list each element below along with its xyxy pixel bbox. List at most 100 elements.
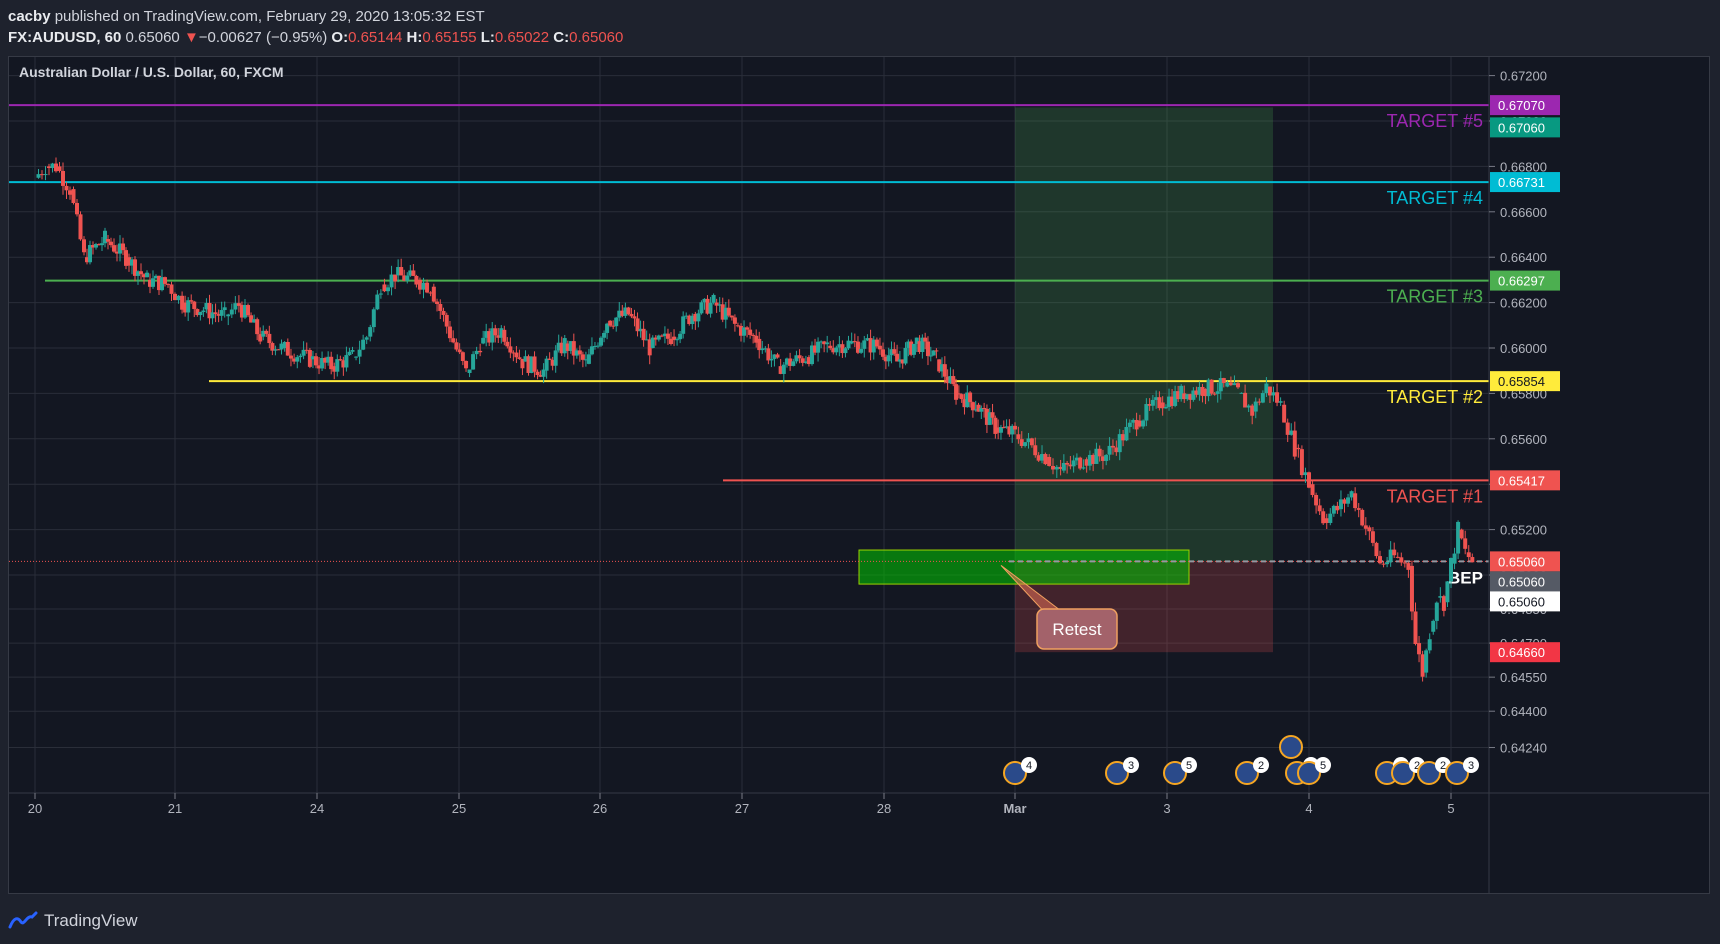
publisher-name[interactable]: cacby: [8, 8, 51, 25]
candle-body: [1117, 434, 1122, 453]
candle-body: [261, 330, 266, 337]
profit-zone: [1015, 107, 1273, 562]
time-tick-label: 3: [1163, 801, 1170, 816]
candle-body: [859, 348, 864, 353]
candle-body: [402, 275, 407, 281]
candle-body: [490, 328, 495, 343]
candle-body: [911, 343, 916, 355]
current-price-tag-bg: [1490, 551, 1560, 572]
candle-body: [1260, 393, 1265, 403]
candle-body: [653, 337, 658, 340]
candle-body: [1253, 401, 1258, 412]
entry-price-tag-bg: [1490, 571, 1560, 592]
candle-body: [103, 230, 107, 244]
retest-zone: [858, 549, 1190, 585]
candle-body: [1040, 454, 1045, 461]
flag-icon: [1163, 761, 1187, 785]
candle-body: [917, 341, 922, 353]
price-tick-label: 0.65600: [1500, 432, 1547, 447]
candle-body: [464, 360, 469, 369]
candle-body: [825, 342, 830, 345]
candle-body: [1010, 425, 1015, 435]
candle-body: [696, 313, 701, 322]
candle-body: [192, 301, 197, 310]
candle-body: [1285, 422, 1290, 435]
level-price-tag-bg: [1490, 371, 1560, 392]
candle-body: [541, 369, 546, 377]
flag-icon: [1003, 761, 1027, 785]
candle-body: [550, 359, 555, 366]
candle-body: [1225, 382, 1230, 387]
time-axis[interactable]: 20 21 24 25 26 27 28 Mar 3 4 5: [28, 793, 1455, 816]
candle-body: [517, 357, 522, 359]
candle-body: [85, 257, 89, 263]
candle-body: [1250, 405, 1255, 416]
candle-body: [1047, 456, 1052, 466]
tradingview-logo-icon[interactable]: [8, 911, 38, 931]
candle-body: [405, 275, 410, 281]
candle-body: [748, 329, 753, 335]
candle-body: [577, 350, 582, 355]
candle-body: [840, 344, 845, 354]
candle-body: [945, 376, 950, 384]
candle-body: [1191, 390, 1196, 400]
candle-body: [775, 354, 780, 358]
candle-body: [684, 315, 689, 317]
candle-body: [1257, 401, 1262, 403]
open-value: 0.65144: [348, 29, 403, 46]
candle-body: [169, 284, 174, 294]
candle-body: [556, 342, 561, 351]
level-label: TARGET #3: [1387, 287, 1483, 307]
candle-body: [295, 357, 300, 362]
candle-body: [623, 307, 628, 316]
candle-body: [1121, 434, 1126, 441]
candle-body: [672, 336, 677, 341]
candle-body: [1378, 556, 1382, 564]
candle-body: [1271, 392, 1276, 396]
candle-body: [368, 327, 373, 337]
candle-body: [1094, 448, 1099, 464]
candle-body: [474, 350, 479, 355]
candle-body: [1466, 552, 1471, 558]
candle-body: [421, 282, 426, 290]
candle-body: [106, 239, 110, 242]
last-price: 0.65060: [125, 29, 180, 46]
candle-body: [1154, 397, 1159, 400]
event-badges: 4352855223: [1003, 735, 1479, 785]
candle-body: [940, 364, 945, 372]
badge-count-bg: [1123, 757, 1139, 773]
candle-body: [288, 355, 293, 359]
price-chart[interactable]: TARGET #5 TARGET #4 TARGET #3 TARGET #2 TARG…: [9, 57, 1709, 893]
tradingview-brand[interactable]: TradingView: [44, 911, 138, 930]
candle-body: [323, 357, 328, 363]
candle-body: [837, 344, 842, 348]
candle-body: [1071, 460, 1076, 467]
candle-body: [428, 292, 433, 294]
level-price-tag: 0.67070: [1498, 98, 1545, 113]
candle-body: [478, 350, 483, 353]
candle-body: [252, 319, 257, 323]
candle-body: [959, 394, 964, 400]
candle-body: [1033, 445, 1038, 456]
candle-body: [923, 337, 928, 342]
candle-body: [94, 244, 98, 248]
candle-body: [301, 349, 306, 356]
level-price-tag: 0.66297: [1498, 274, 1545, 289]
candle-body: [1449, 557, 1453, 582]
level-price-tag: 0.65417: [1498, 473, 1545, 488]
candle-body: [1228, 382, 1233, 386]
candle-body: [222, 307, 227, 311]
candle-body: [180, 295, 185, 310]
candle-body: [580, 354, 585, 360]
candle-body: [151, 278, 155, 287]
candle-body: [1459, 529, 1464, 539]
change-arrow-icon: ▼: [183, 29, 199, 46]
candle-body: [617, 310, 622, 318]
footer: TradingView: [8, 906, 138, 936]
price-axis[interactable]: 0.672000.670000.668000.666000.664000.662…: [1489, 69, 1560, 756]
candle-body: [1236, 383, 1240, 388]
candle-body: [389, 274, 394, 288]
candle-body: [895, 353, 900, 362]
level-label: TARGET #1: [1387, 486, 1483, 506]
chart-container[interactable]: TARGET #5 TARGET #4 TARGET #3 TARGET #2 TARG…: [8, 56, 1710, 894]
